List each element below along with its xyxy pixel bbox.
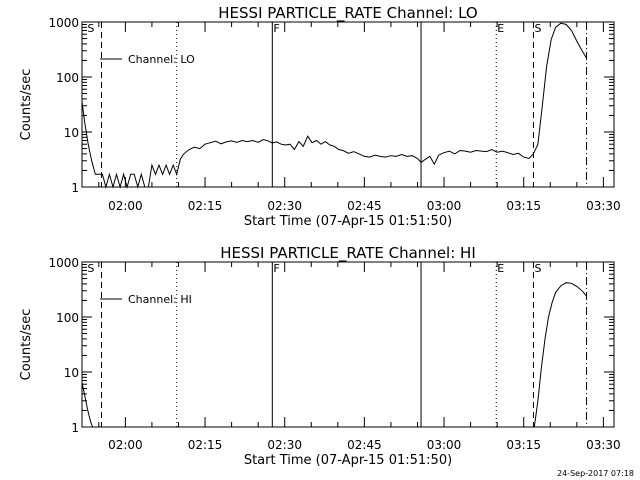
x-tick-label: 03:15 <box>506 199 541 213</box>
chart-panel-hi: HESSI PARTICLE_RATE Channel: HI 1 10 100 100… <box>19 244 621 468</box>
series-line <box>533 282 587 428</box>
x-tick-label: 02:15 <box>188 199 223 213</box>
x-tick-label: 03:15 <box>506 438 541 452</box>
y-tick-label: 1000 <box>48 256 79 270</box>
series-line <box>81 382 94 428</box>
marker-label: F <box>273 22 279 35</box>
marker-label: S <box>87 22 94 35</box>
y-tick-label: 100 <box>56 71 79 85</box>
legend-label: Channel: LO <box>128 53 195 66</box>
x-axis-label: Start Time (07-Apr-15 01:51:50) <box>244 214 452 229</box>
y-tick-label: 1000 <box>48 16 79 30</box>
plot-frame <box>81 261 615 428</box>
marker-label: F <box>273 262 279 275</box>
x-tick-label: 02:00 <box>108 199 143 213</box>
x-tick-label: 02:15 <box>188 438 223 452</box>
y-tick-label: 1 <box>71 421 79 435</box>
x-tick-label: 02:45 <box>347 199 382 213</box>
x-tick-label: 03:30 <box>586 199 621 213</box>
y-axis-label: Counts/sec <box>19 309 34 381</box>
legend-label: Channel: HI <box>128 293 192 306</box>
series-line <box>81 22 588 189</box>
x-tick-label: 02:30 <box>267 438 302 452</box>
x-tick-label: 03:30 <box>586 438 621 452</box>
y-tick-label: 100 <box>56 311 79 325</box>
x-tick-label: 03:00 <box>427 199 462 213</box>
marker-label: S <box>534 262 541 275</box>
chart-panel-lo: HESSI PARTICLE_RATE Channel: LO 1 10 100 100… <box>19 4 621 229</box>
x-tick-label: 03:00 <box>427 438 462 452</box>
y-tick-label: 10 <box>64 126 79 140</box>
timestamp-label: 24-Sep-2017 07:18 <box>557 469 634 478</box>
y-tick-label: 1 <box>71 181 79 195</box>
chart-title: HESSI PARTICLE_RATE Channel: LO <box>218 4 477 23</box>
marker-label: S <box>534 22 541 35</box>
marker-label: E <box>497 262 504 275</box>
y-tick-label: 10 <box>64 366 79 380</box>
marker-label: S <box>87 262 94 275</box>
x-tick-label: 02:00 <box>108 438 143 452</box>
marker-label: E <box>497 22 504 35</box>
chart-title: HESSI PARTICLE_RATE Channel: HI <box>220 244 476 263</box>
x-axis-label: Start Time (07-Apr-15 01:51:50) <box>244 453 452 468</box>
x-tick-label: 02:30 <box>267 199 302 213</box>
y-axis-label: Counts/sec <box>19 69 34 141</box>
x-tick-label: 02:45 <box>347 438 382 452</box>
